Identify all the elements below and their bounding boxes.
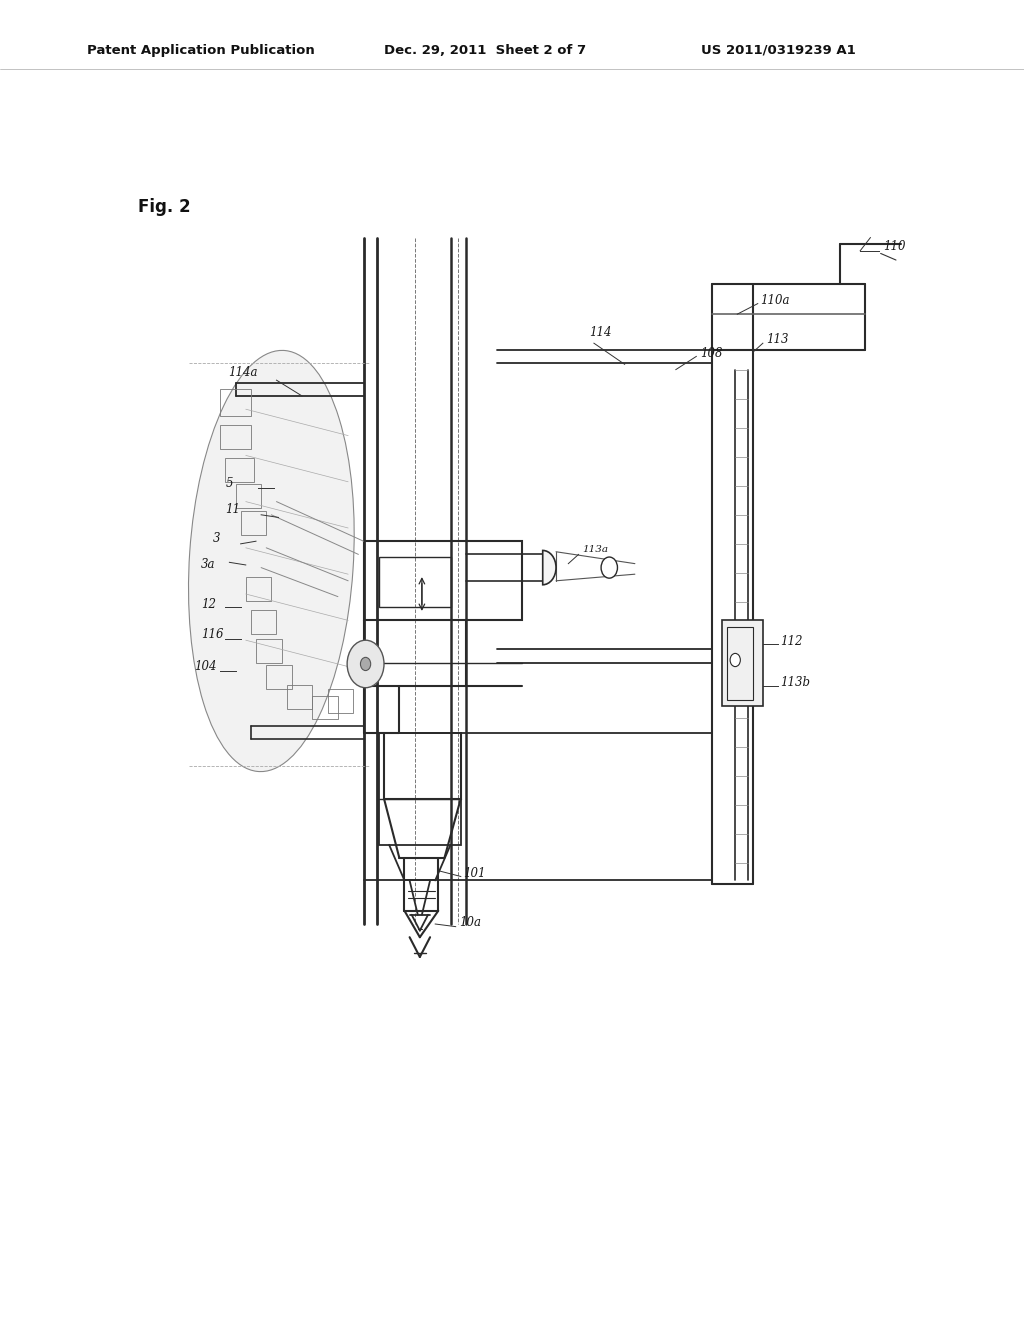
Bar (379, 733, 461, 845)
Bar (236, 484, 261, 508)
Text: Fig. 2: Fig. 2 (138, 198, 190, 216)
Text: 3: 3 (213, 532, 220, 545)
Bar (722, 620, 763, 706)
Bar (256, 639, 282, 663)
Circle shape (730, 653, 740, 667)
Bar (328, 689, 353, 713)
Bar (251, 610, 276, 634)
Bar (220, 425, 251, 449)
Text: 116: 116 (201, 628, 223, 642)
Circle shape (347, 640, 384, 688)
Bar (379, 557, 451, 607)
Text: Dec. 29, 2011  Sheet 2 of 7: Dec. 29, 2011 Sheet 2 of 7 (384, 44, 586, 57)
Bar (241, 511, 266, 535)
Text: 108: 108 (700, 347, 723, 360)
Wedge shape (543, 550, 556, 585)
Text: 110a: 110a (760, 294, 790, 308)
Text: 114: 114 (589, 326, 611, 339)
Text: 11: 11 (225, 503, 241, 516)
Bar (287, 685, 312, 709)
Text: 110: 110 (883, 240, 905, 253)
Text: 104: 104 (195, 660, 217, 673)
Bar (727, 627, 753, 700)
Text: US 2011/0319239 A1: US 2011/0319239 A1 (701, 44, 856, 57)
Text: 114a: 114a (228, 366, 258, 379)
Text: 113a: 113a (583, 545, 608, 553)
Bar (312, 696, 338, 719)
Circle shape (601, 557, 617, 578)
Text: 112: 112 (780, 635, 803, 648)
Text: Patent Application Publication: Patent Application Publication (87, 44, 314, 57)
Bar (225, 458, 254, 482)
Ellipse shape (188, 350, 354, 772)
Circle shape (360, 657, 371, 671)
Text: 113b: 113b (780, 676, 810, 689)
Text: 113: 113 (766, 333, 788, 346)
Text: 5: 5 (225, 477, 232, 490)
Text: 10a: 10a (459, 916, 480, 929)
Bar (220, 389, 251, 416)
Text: 3a: 3a (201, 558, 215, 572)
Text: 12: 12 (201, 598, 216, 611)
Bar (266, 665, 292, 689)
Text: 101: 101 (463, 867, 485, 880)
Bar (246, 577, 271, 601)
Bar (364, 541, 522, 620)
